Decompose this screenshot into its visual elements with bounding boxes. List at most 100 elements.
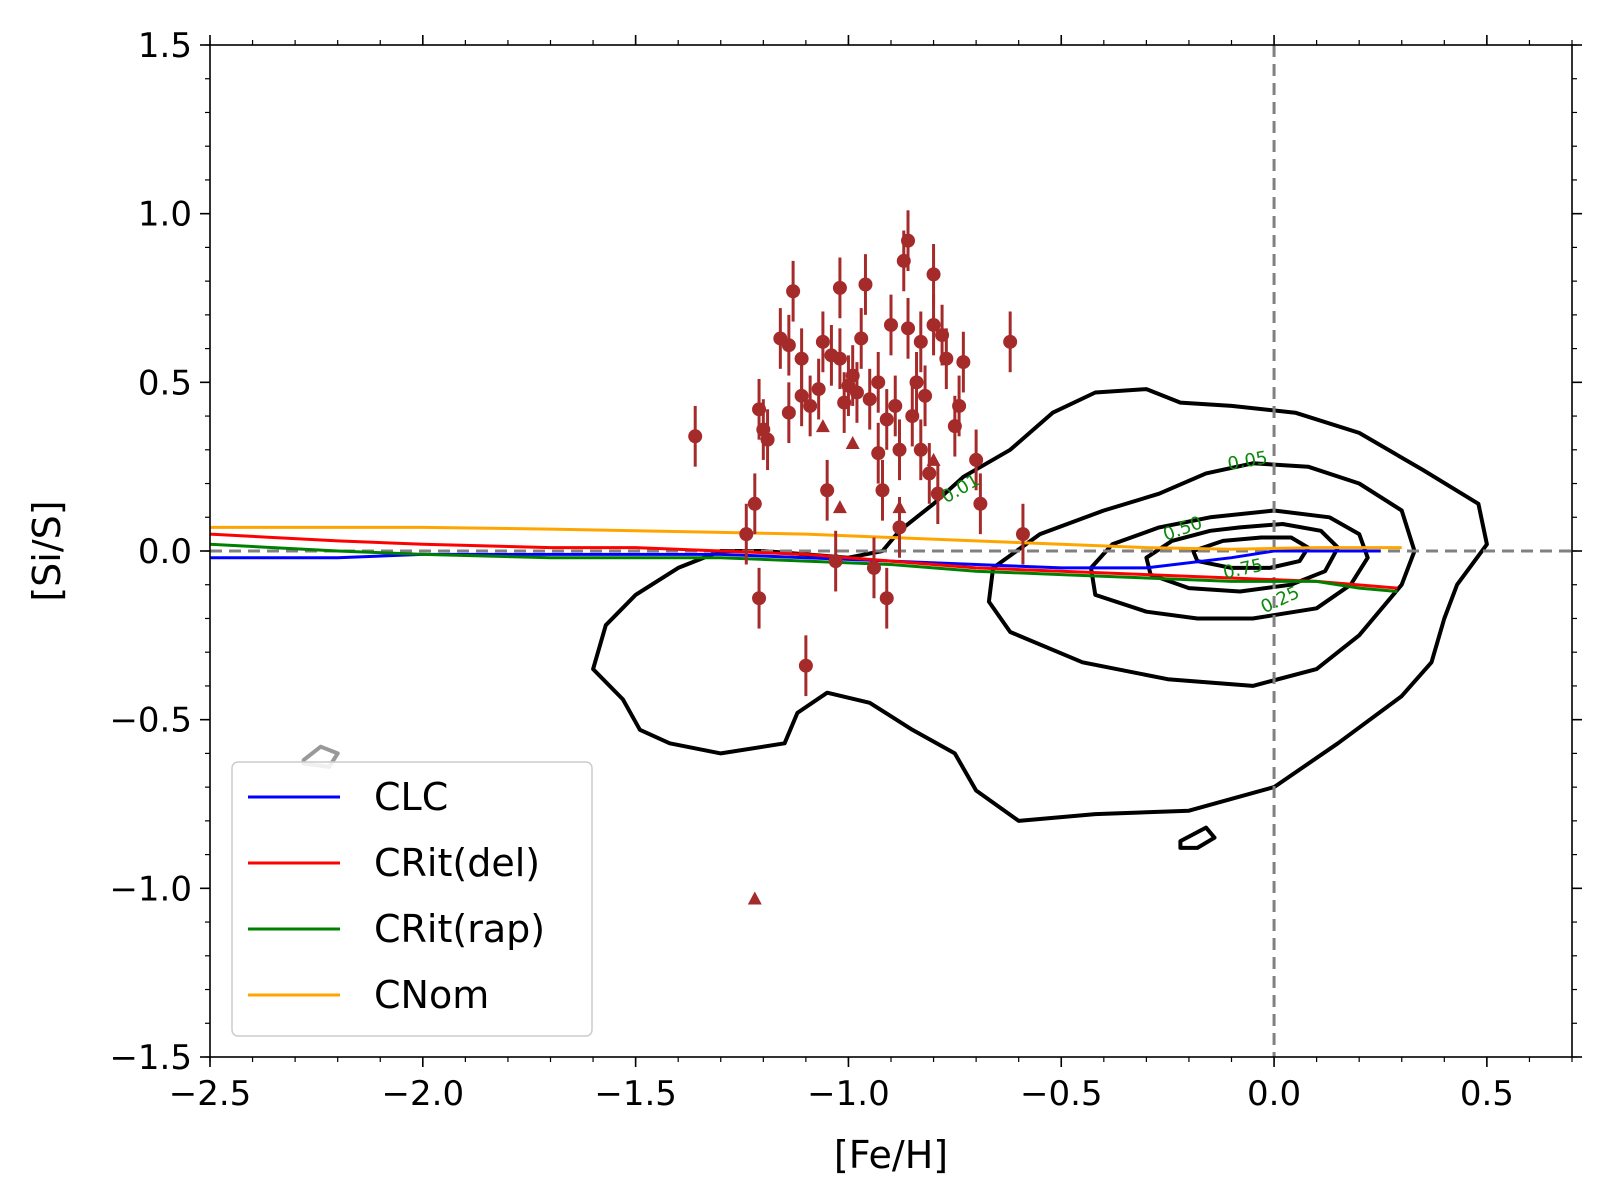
points-layer: [688, 210, 1030, 905]
data-point: [786, 260, 801, 322]
point-marker-circle: [871, 375, 886, 390]
data-point: [862, 368, 877, 430]
data-point: [794, 365, 809, 427]
data-point: [747, 473, 762, 535]
point-marker-circle: [939, 351, 954, 366]
point-marker-circle: [862, 392, 877, 407]
point-marker-circle: [879, 591, 894, 606]
point-marker-circle: [781, 405, 796, 420]
point-marker-circle: [926, 267, 941, 282]
point-marker-circle: [901, 321, 916, 336]
point-marker-circle: [828, 554, 843, 569]
x-tick-label: 0.5: [1460, 1074, 1514, 1114]
data-point: [1003, 311, 1018, 373]
contour-line: [1178, 825, 1217, 850]
data-point: [811, 358, 826, 420]
data-point: [752, 567, 767, 629]
data-point: [832, 257, 847, 319]
series-layer: [209, 525, 1402, 593]
legend-label: CRit(del): [374, 841, 540, 885]
point-marker-circle: [811, 382, 826, 397]
point-marker-triangle: [845, 436, 860, 450]
point-marker-circle: [798, 658, 813, 673]
series-line-crit-rap: [209, 542, 1398, 593]
point-marker-circle: [794, 388, 809, 403]
point-marker-circle: [786, 284, 801, 299]
point-marker-circle: [892, 520, 907, 535]
point-marker-circle: [871, 446, 886, 461]
point-marker-circle: [969, 452, 984, 467]
data-point: [781, 314, 796, 376]
data-point: [815, 311, 830, 373]
legend-label: CLC: [374, 775, 448, 819]
data-point: [849, 362, 864, 423]
data-point: [739, 503, 754, 565]
y-tick-label: −0.5: [109, 701, 192, 741]
series-line-cnom: [210, 525, 1402, 551]
data-point: [866, 537, 881, 599]
point-marker-circle: [832, 351, 847, 366]
legend: CLC CRit(del) CRit(rap) CNom: [231, 761, 593, 1037]
contour-line: [1191, 535, 1311, 570]
data-point: [973, 473, 988, 535]
y-tick-label: 0.5: [138, 363, 192, 403]
data-point: [1015, 503, 1030, 565]
point-marker-circle: [849, 385, 864, 400]
data-point: [930, 463, 945, 525]
point-marker-circle: [956, 355, 971, 370]
data-point: [879, 389, 894, 450]
data-point: [918, 365, 933, 427]
point-marker-triangle: [832, 500, 847, 514]
point-marker-circle: [739, 527, 754, 542]
legend-label: CNom: [374, 973, 489, 1017]
legend-frame: [231, 761, 593, 1037]
y-tick-label: −1.5: [109, 1038, 192, 1078]
data-point: [901, 298, 916, 359]
point-marker-triangle: [747, 891, 762, 905]
data-point: [875, 459, 890, 521]
point-marker-circle: [781, 338, 796, 353]
point-marker-circle: [973, 496, 988, 511]
y-axis-label: [Si/S]: [25, 500, 69, 601]
data-point: [956, 331, 971, 393]
data-point: [939, 328, 954, 390]
point-marker-circle: [1003, 334, 1018, 349]
point-marker-circle: [913, 442, 928, 457]
x-tick-label: 0.0: [1247, 1074, 1301, 1114]
data-point: [909, 351, 924, 413]
data-point: [781, 382, 796, 444]
point-marker-triangle: [815, 419, 830, 433]
data-point: [803, 375, 818, 437]
data-point: [871, 422, 886, 484]
axis-ticks: −2.5 −2.0 −1.5 −1.0 −0.5 0.0 0.5 −1.5 −1.0 −0.5 0.…: [109, 26, 1582, 1114]
point-marker-circle: [892, 442, 907, 457]
data-point: [888, 375, 903, 437]
point-marker-circle: [760, 432, 775, 447]
x-axis-label: [Fe/H]: [834, 1133, 948, 1177]
point-marker-circle: [747, 496, 762, 511]
data-point: [854, 308, 869, 369]
data-point: [760, 409, 775, 471]
data-point: [858, 254, 873, 315]
data-point: [828, 530, 843, 592]
data-point: [884, 294, 898, 356]
point-marker-circle: [901, 233, 916, 248]
data-point: [926, 244, 941, 305]
y-tick-label: −1.0: [109, 869, 192, 909]
data-point: [969, 429, 984, 491]
point-marker-circle: [922, 466, 937, 481]
point-marker-circle: [820, 483, 835, 498]
x-tick-label: −1.5: [594, 1074, 677, 1114]
point-marker-circle: [866, 560, 881, 575]
data-point: [952, 375, 967, 437]
data-point: [901, 210, 916, 272]
point-marker-circle: [1015, 527, 1030, 542]
x-tick-label: −2.5: [169, 1074, 252, 1114]
point-marker-circle: [815, 334, 830, 349]
data-point: [913, 419, 928, 481]
point-marker-circle: [752, 591, 767, 606]
legend-label: CRit(rap): [374, 907, 545, 951]
point-marker-circle: [879, 412, 894, 427]
